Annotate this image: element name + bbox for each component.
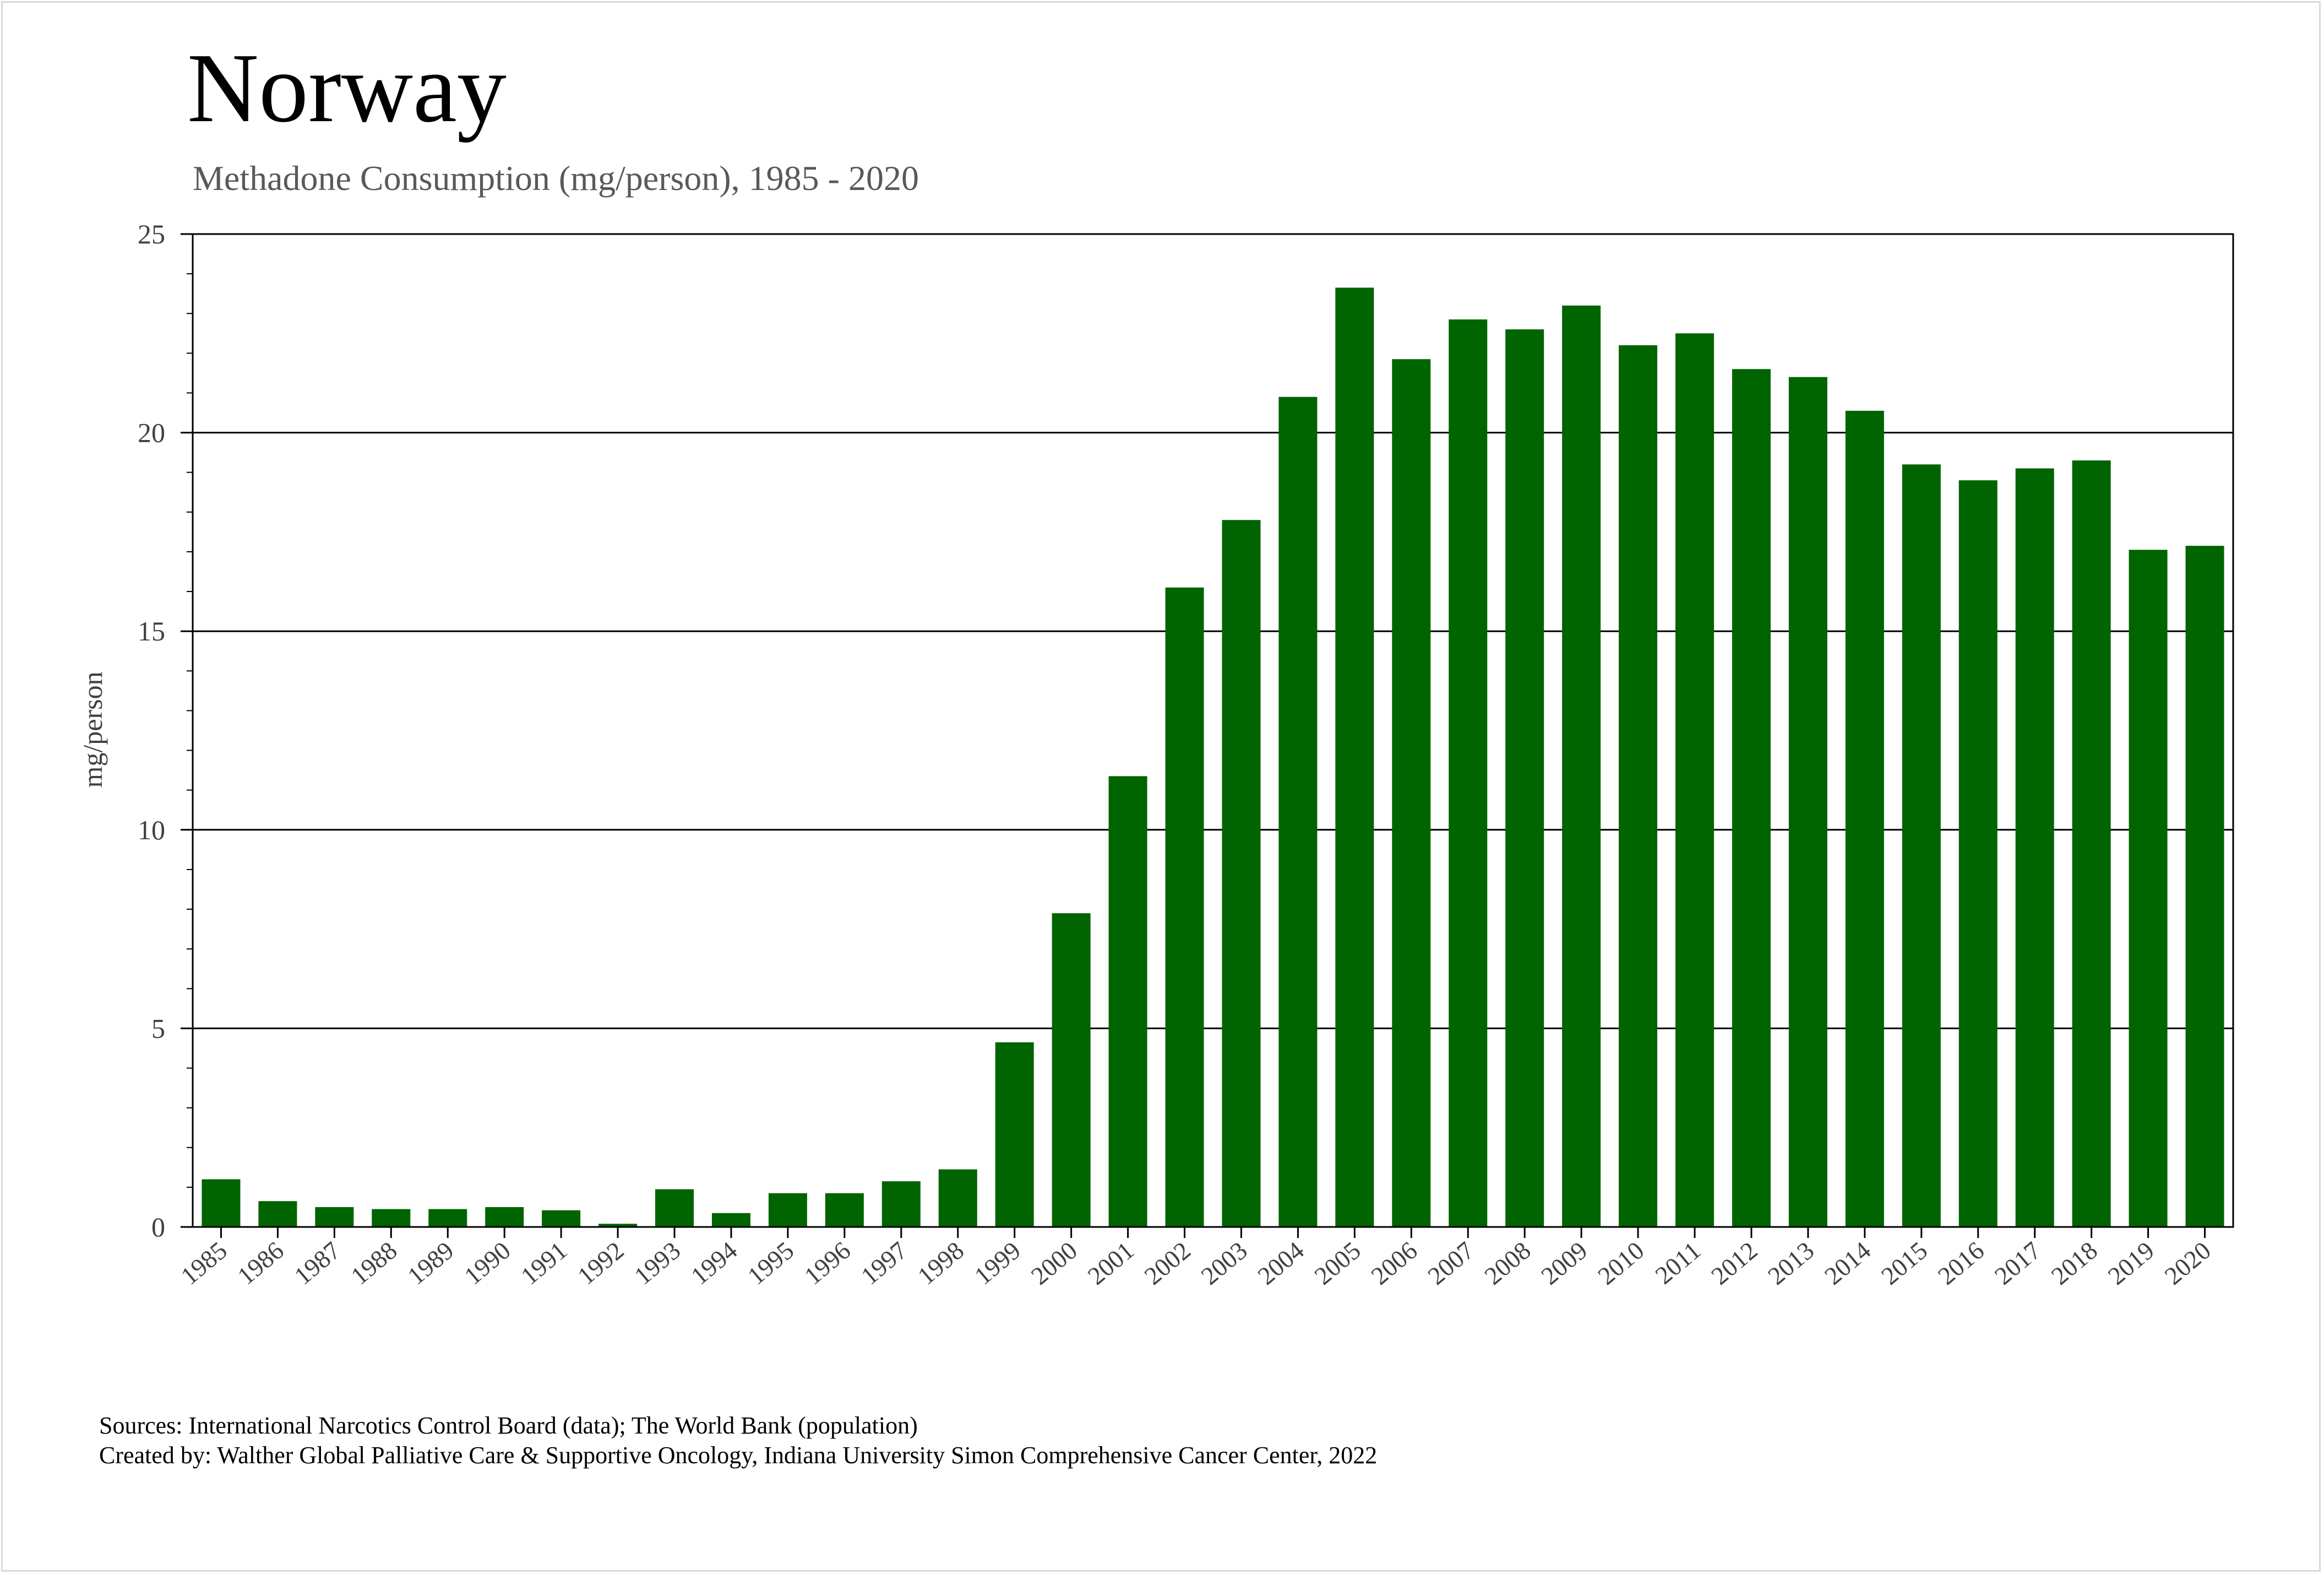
bar (2072, 460, 2111, 1227)
x-tick-label: 2009 (1536, 1236, 1592, 1290)
bar (485, 1207, 524, 1227)
x-tick-label: 1986 (232, 1236, 289, 1290)
bar (542, 1210, 581, 1227)
x-tick-label: 2006 (1365, 1236, 1422, 1290)
bar (1562, 305, 1601, 1228)
bar (768, 1193, 807, 1227)
bar (2129, 550, 2168, 1227)
bar (711, 1213, 750, 1227)
x-tick-label: 2008 (1479, 1236, 1536, 1290)
bar (1108, 776, 1147, 1227)
bar (1052, 913, 1091, 1227)
bar (1505, 329, 1544, 1227)
x-tick-label: 1990 (459, 1236, 515, 1290)
bar (1449, 319, 1488, 1227)
bar (1222, 520, 1261, 1228)
bar (1845, 410, 1884, 1227)
x-tick-label: 1997 (856, 1236, 912, 1290)
bar (825, 1193, 864, 1227)
y-tick-label: 0 (151, 1212, 165, 1242)
y-tick-label: 5 (151, 1013, 165, 1044)
sources-line: Sources: International Narcotics Control… (99, 1412, 918, 1439)
bar (881, 1181, 921, 1227)
bar (1958, 480, 1998, 1227)
x-tick-label: 2017 (1989, 1236, 2046, 1290)
bar (1675, 333, 1715, 1227)
bar (372, 1209, 411, 1227)
x-tick-label: 1991 (515, 1236, 572, 1290)
sources-note: Sources: International Narcotics Control… (99, 1411, 1377, 1470)
bar (258, 1201, 297, 1227)
x-tick-label: 1999 (969, 1236, 1026, 1290)
x-tick-label: 2019 (2103, 1236, 2159, 1290)
x-tick-label: 2018 (2046, 1236, 2103, 1290)
bar (1392, 359, 1431, 1227)
x-tick-label: 1985 (176, 1236, 232, 1290)
chart-title: Norway (187, 33, 507, 143)
y-axis-label: mg/person (77, 671, 108, 788)
x-tick-label: 2002 (1139, 1236, 1196, 1290)
x-tick-label: 2014 (1819, 1236, 1876, 1290)
y-tick-label: 25 (138, 219, 165, 249)
x-tick-label: 1994 (685, 1236, 742, 1290)
x-tick-label: 1995 (742, 1236, 799, 1290)
bar (428, 1209, 467, 1227)
bar (2015, 468, 2054, 1227)
x-tick-label: 1998 (912, 1236, 969, 1290)
x-tick-label: 2016 (1933, 1236, 1989, 1290)
bar (655, 1189, 694, 1227)
y-tick-label: 10 (138, 814, 165, 845)
x-tick-label: 2010 (1592, 1236, 1649, 1290)
bar (938, 1169, 977, 1227)
bar (202, 1179, 241, 1227)
bar (1732, 369, 1771, 1227)
bar (1165, 587, 1204, 1227)
y-tick-label: 15 (138, 616, 165, 647)
x-tick-label: 2003 (1196, 1236, 1253, 1290)
x-tick-label: 2013 (1762, 1236, 1819, 1290)
bar (1619, 345, 1658, 1227)
bar (1335, 287, 1374, 1227)
y-tick-label: 20 (138, 417, 165, 448)
x-tick-label: 2001 (1082, 1236, 1139, 1290)
bar (598, 1224, 638, 1227)
bar (995, 1042, 1034, 1227)
x-tick-label: 2015 (1876, 1236, 1933, 1290)
chart-subtitle: Methadone Consumption (mg/person), 1985 … (193, 159, 919, 198)
bars-layer (202, 287, 2224, 1228)
grid-layer (193, 432, 2233, 1029)
bar (1278, 397, 1318, 1227)
bar (1788, 377, 1827, 1227)
plot-area-border (192, 233, 2234, 1228)
x-tick-label: 2000 (1026, 1236, 1082, 1290)
x-tick-label: 2020 (2159, 1236, 2216, 1290)
x-tick-label: 2012 (1706, 1236, 1762, 1290)
bar (315, 1207, 354, 1227)
bar (2185, 546, 2224, 1227)
bar (1902, 464, 1941, 1227)
x-tick-label: 2005 (1309, 1236, 1366, 1290)
x-tick-label: 1989 (402, 1236, 459, 1290)
x-tick-label: 1992 (572, 1236, 629, 1290)
x-tick-label: 1987 (289, 1236, 346, 1290)
credits-line: Created by: Walther Global Palliative Ca… (99, 1442, 1378, 1469)
x-tick-label: 2004 (1253, 1236, 1309, 1290)
x-tick-label: 1993 (629, 1236, 685, 1290)
x-tick-label: 2007 (1422, 1236, 1479, 1290)
x-tick-label: 1996 (799, 1236, 856, 1290)
x-tick-label: 1988 (345, 1236, 402, 1290)
x-tick-label: 2011 (1650, 1236, 1706, 1290)
